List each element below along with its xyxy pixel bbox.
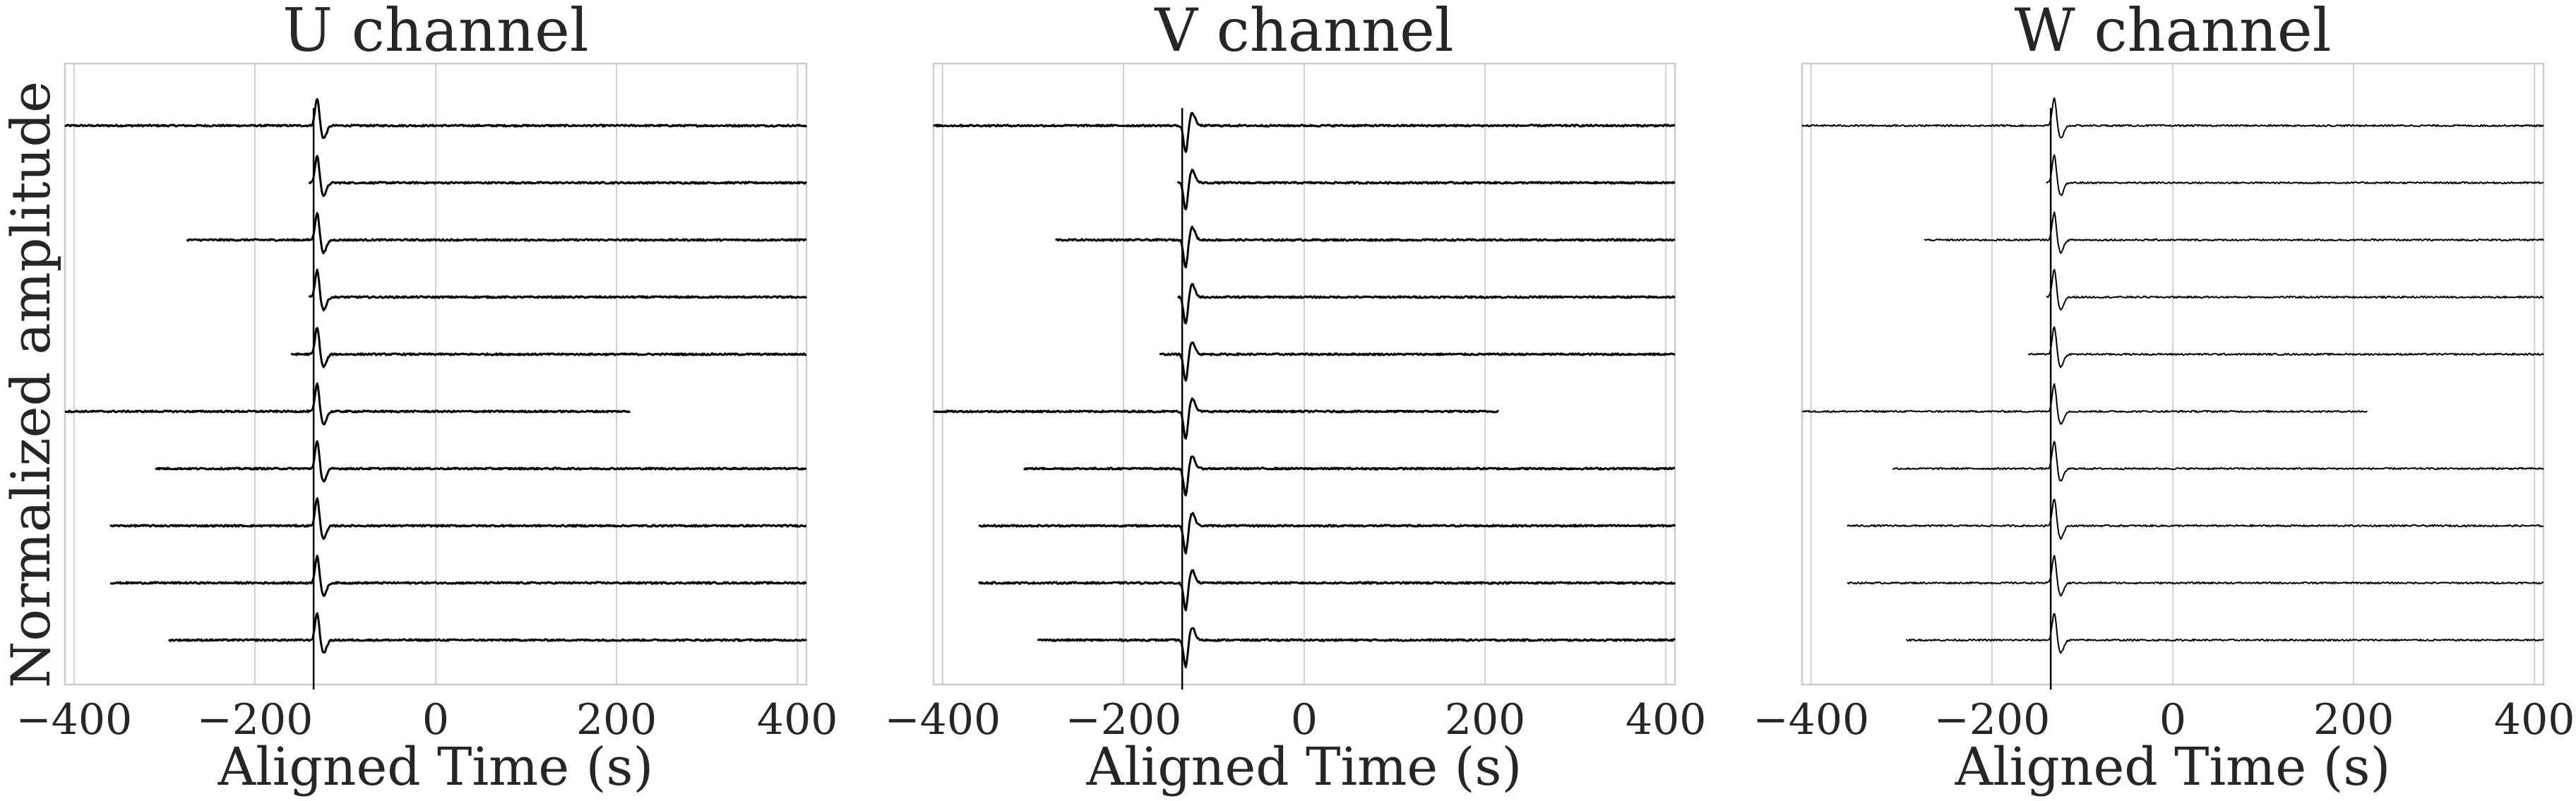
x-axis-label: Aligned Time (s) bbox=[217, 737, 654, 797]
x-tick-label: 400 bbox=[2494, 695, 2575, 745]
axes-frame bbox=[1801, 62, 2545, 686]
seismic-trace bbox=[933, 397, 1499, 440]
seismic-trace bbox=[1801, 383, 2368, 425]
seismic-trace bbox=[978, 512, 1676, 555]
x-tick-label: 200 bbox=[2313, 695, 2395, 745]
x-tick-label: −400 bbox=[16, 695, 132, 745]
seismic-trace bbox=[186, 212, 807, 255]
x-axis-label: Aligned Time (s) bbox=[1955, 737, 2391, 797]
x-tick-label: −400 bbox=[884, 695, 1001, 745]
x-tick-label: 0 bbox=[1291, 695, 1318, 745]
seismic-trace bbox=[1054, 225, 1676, 269]
x-tick-label: −200 bbox=[197, 695, 314, 745]
seismic-trace bbox=[2046, 154, 2544, 196]
chart-title: U channel bbox=[282, 0, 589, 65]
seismic-trace bbox=[1905, 613, 2544, 654]
seismic-trace bbox=[290, 327, 807, 368]
chart-title: W channel bbox=[2014, 0, 2331, 65]
seismic-trace bbox=[2027, 326, 2544, 368]
seismic-trace bbox=[1023, 455, 1676, 497]
seismic-trace bbox=[1176, 169, 1676, 210]
panel-u-channel: U channel −400 −200 0 200 400 Aligned Time (s) bbox=[16, 0, 837, 797]
seismic-trace bbox=[1037, 627, 1676, 668]
axes-frame bbox=[932, 62, 1676, 686]
x-tick-label: 0 bbox=[2159, 695, 2186, 745]
axes-frame bbox=[64, 62, 808, 686]
seismic-trace bbox=[1847, 555, 2544, 597]
x-tick-label: −400 bbox=[1753, 695, 1869, 745]
seismic-trace bbox=[1924, 211, 2544, 254]
panel-v-channel: V channel −400 −200 0 200 400 Aligned Time (s) bbox=[884, 0, 1706, 797]
seismic-trace bbox=[109, 497, 807, 541]
x-tick-label: 200 bbox=[576, 695, 657, 745]
x-axis-label: Aligned Time (s) bbox=[1086, 737, 1522, 797]
chart-title: V channel bbox=[1154, 0, 1453, 65]
seismic-trace bbox=[2046, 269, 2544, 311]
seismic-trace bbox=[109, 555, 807, 597]
x-tick-label: 400 bbox=[1626, 695, 1707, 745]
seismic-trace bbox=[977, 569, 1676, 612]
seismic-trace bbox=[933, 112, 1676, 153]
seismic-trace bbox=[1177, 282, 1676, 325]
seismic-trace bbox=[308, 155, 807, 198]
x-tick-label: 400 bbox=[757, 695, 838, 745]
seismic-trace bbox=[155, 440, 807, 483]
x-tick-label: −200 bbox=[1066, 695, 1182, 745]
x-tick-label: 0 bbox=[422, 695, 449, 745]
x-tick-label: 200 bbox=[1445, 695, 1526, 745]
panel-w-channel: W channel −400 −200 0 200 400 Aligned Time (s) bbox=[1753, 0, 2575, 797]
seismic-trace bbox=[1847, 498, 2544, 540]
seismic-trace bbox=[308, 268, 808, 312]
seismic-trace bbox=[64, 383, 631, 426]
seismic-trace bbox=[168, 612, 807, 654]
y-axis-label: Normalized amplitude bbox=[0, 81, 62, 688]
seismic-trace bbox=[1892, 440, 2544, 482]
panels: U channel −400 −200 0 200 400 Aligned Time (s)… bbox=[16, 0, 2575, 797]
seismic-trace bbox=[64, 98, 808, 139]
seismic-trace bbox=[1801, 97, 2544, 139]
seismic-trace bbox=[1159, 341, 1676, 382]
x-tick-label: −200 bbox=[1934, 695, 2051, 745]
